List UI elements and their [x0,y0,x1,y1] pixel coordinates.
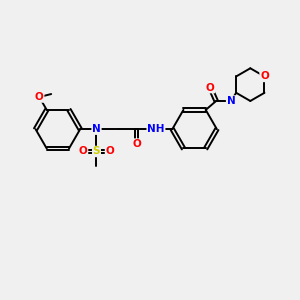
Text: O: O [106,146,114,157]
Text: O: O [132,139,141,149]
Text: O: O [79,146,88,157]
Text: O: O [206,82,214,93]
Text: O: O [260,71,269,82]
Text: N: N [226,96,236,106]
Text: N: N [92,124,101,134]
Text: O: O [35,92,44,102]
Text: S: S [93,146,100,157]
Text: NH: NH [147,124,165,134]
